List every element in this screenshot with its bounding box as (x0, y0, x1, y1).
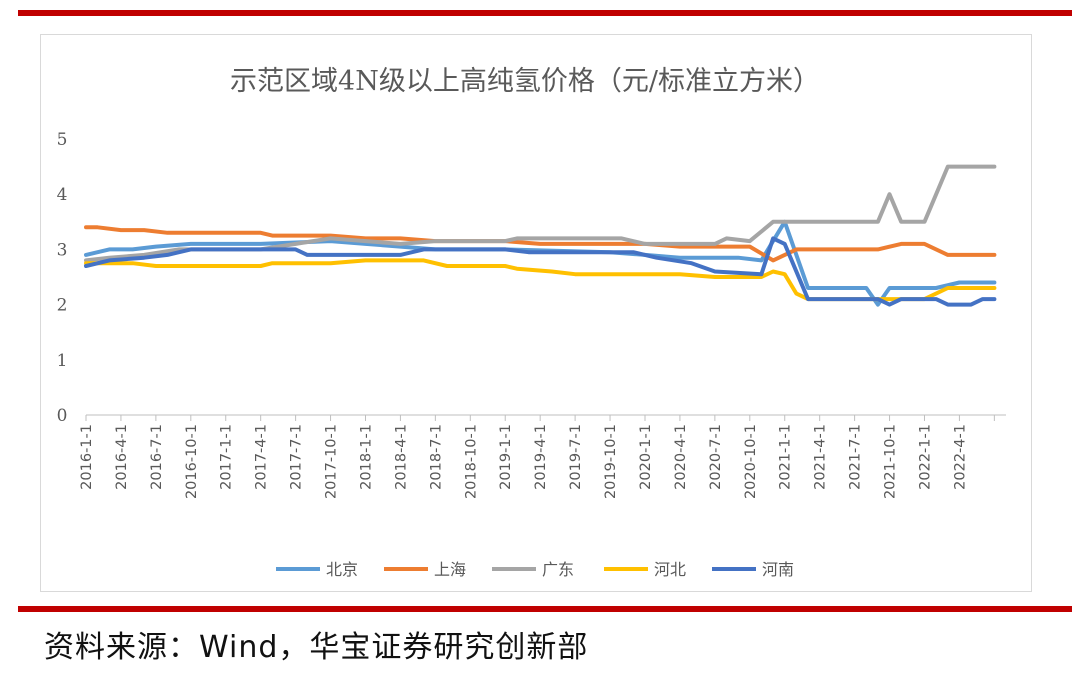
x-tick-label: 2016-4-1 (114, 424, 130, 490)
legend-label: 上海 (434, 560, 466, 579)
legend-label: 广东 (542, 560, 574, 579)
source-note: 资料来源：Wind，华宝证券研究创新部 (44, 630, 589, 665)
x-tick-label: 2020-7-1 (708, 424, 724, 490)
x-tick-label: 2021-1-1 (778, 424, 794, 490)
x-axis: 2016-1-1 2016-4-1 2016-7-1 2016-10-1 2017-1-… (79, 414, 1006, 499)
y-tick-label: 5 (57, 130, 68, 150)
x-tick-label: 2017-4-1 (254, 424, 270, 490)
x-tick-label: 2017-1-1 (219, 424, 235, 490)
y-tick-label: 4 (57, 185, 68, 205)
y-tick-label: 1 (57, 351, 68, 371)
legend: 北京 上海 广东 河北 河南 (276, 560, 794, 579)
series-line-4 (84, 236, 997, 307)
y-tick-label: 3 (57, 240, 68, 260)
x-tick-label: 2019-10-1 (603, 424, 619, 499)
x-tick-label: 2018-7-1 (428, 424, 444, 490)
y-axis: 0 1 2 3 4 5 (57, 130, 68, 426)
x-tick-label: 2017-10-1 (324, 424, 340, 499)
x-tick-label: 2016-1-1 (79, 424, 95, 490)
top-red-rule (18, 10, 1072, 16)
x-tick-label: 2018-10-1 (463, 424, 479, 499)
x-tick-label: 2021-4-1 (813, 424, 829, 490)
series-line-3 (84, 258, 997, 302)
x-tick-label: 2022-1-1 (917, 424, 933, 490)
x-tick-label: 2018-4-1 (393, 424, 409, 490)
legend-label: 河南 (762, 560, 794, 579)
x-tick-label: 2021-7-1 (848, 424, 864, 490)
x-tick-label: 2016-7-1 (149, 424, 165, 490)
legend-label: 河北 (654, 560, 686, 579)
x-tick-label: 2019-7-1 (568, 424, 584, 490)
x-tick-label: 2020-1-1 (638, 424, 654, 490)
x-tick-label: 2019-1-1 (498, 424, 514, 490)
x-tick-label: 2020-10-1 (743, 424, 759, 499)
x-tick-label: 2022-4-1 (952, 424, 968, 490)
x-tick-label: 2020-4-1 (673, 424, 689, 490)
series-layer (84, 164, 997, 307)
bottom-red-rule (18, 606, 1072, 612)
chart-frame (40, 34, 1032, 592)
x-tick-label: 2021-10-1 (883, 424, 899, 499)
y-tick-label: 0 (57, 406, 68, 426)
x-tick-label: 2019-4-1 (533, 424, 549, 490)
x-tick-label: 2017-7-1 (289, 424, 305, 490)
x-tick-label: 2016-10-1 (184, 424, 200, 499)
series-line-1 (84, 225, 997, 263)
legend-label: 北京 (326, 560, 358, 579)
y-tick-label: 2 (57, 296, 68, 316)
series-line-2 (84, 164, 997, 263)
chart-title: 示范区域4N级以上高纯氢价格（元/标准立方米） (230, 66, 820, 97)
x-tick-label: 2018-1-1 (358, 424, 374, 490)
